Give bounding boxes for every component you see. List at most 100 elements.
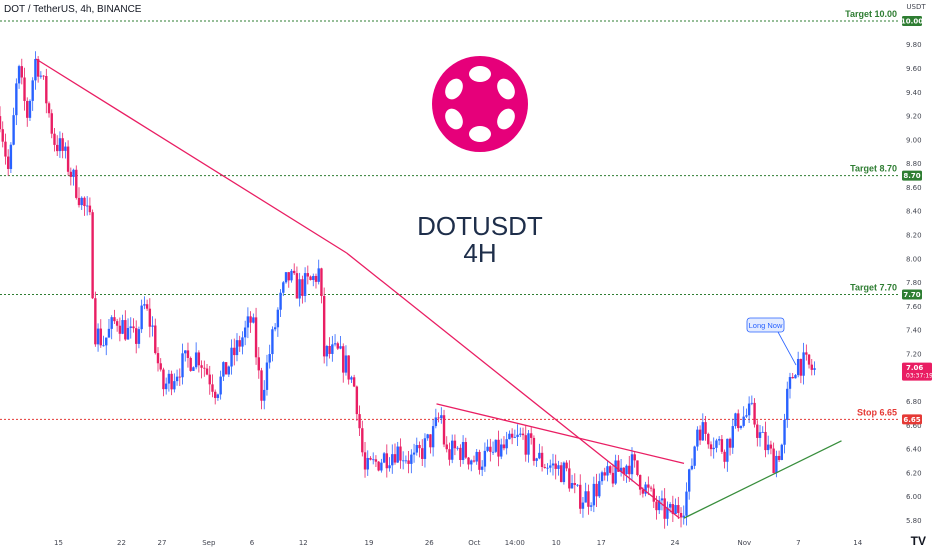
candle-body (6, 156, 10, 169)
level-label: Target 8.70 (850, 164, 897, 174)
level-badge-text: 7.70 (903, 291, 920, 299)
candle-body (543, 467, 547, 468)
candle-body (121, 320, 124, 334)
candle-body (415, 445, 418, 453)
candle-body (761, 431, 764, 433)
candle-body (178, 376, 181, 378)
candle-body (45, 75, 48, 104)
candle-body (72, 169, 75, 177)
candle-body (807, 354, 811, 365)
level-badge-text: 8.70 (903, 172, 920, 180)
time-tick-label: 17 (597, 539, 606, 547)
candle-body (445, 444, 448, 450)
candle-body (374, 459, 378, 462)
candle-body (780, 444, 784, 460)
candle-body (456, 447, 459, 449)
candle-body (352, 377, 356, 387)
candle-body (162, 369, 165, 390)
candle-body (252, 317, 255, 323)
candle-body (159, 363, 162, 370)
candle-body (80, 197, 83, 206)
candle-body (513, 436, 517, 438)
candle-body (290, 270, 293, 281)
candle-body (115, 321, 119, 326)
price-tick-label: 6.40 (906, 446, 922, 454)
candle-body (192, 367, 195, 371)
candle-body (573, 483, 576, 485)
candle-body (4, 141, 7, 157)
candle-body (9, 144, 13, 169)
candle-body (58, 138, 62, 152)
time-tick-label: 24 (671, 539, 680, 547)
candle-body (679, 512, 683, 518)
candle-body (156, 353, 160, 364)
candle-body (546, 467, 549, 469)
candle-body (382, 453, 386, 463)
candle-body (61, 138, 64, 151)
candle-body (459, 447, 462, 461)
candle-body (203, 367, 206, 369)
candle-body (407, 460, 410, 464)
level-badge-text: 6.65 (903, 416, 920, 424)
candle-body (284, 272, 288, 283)
candle-body (592, 483, 596, 506)
candle-body (208, 374, 211, 385)
candle-body (361, 428, 364, 453)
time-tick-label: 10 (552, 539, 561, 547)
candle-body (69, 171, 73, 177)
price-tick-label: 9.60 (906, 65, 922, 73)
candle-body (222, 362, 225, 377)
time-tick-label: 14 (853, 539, 862, 547)
candle-body (652, 488, 655, 502)
candle-body (677, 505, 680, 513)
candle-body (148, 308, 152, 327)
candle-body (393, 454, 397, 463)
candle-body (720, 439, 724, 452)
level-badge (902, 15, 922, 26)
candle-body (271, 329, 274, 355)
candle-body (747, 403, 751, 416)
candle-body (224, 362, 228, 375)
candle-body (135, 328, 138, 344)
axis-unit: USDT (906, 3, 926, 11)
candle-body (66, 146, 70, 172)
candle-body (734, 413, 737, 427)
candle-body (380, 462, 383, 471)
candle-body (12, 115, 15, 145)
candle-body (709, 444, 713, 450)
candle-body (143, 304, 146, 306)
candle-body (181, 353, 184, 378)
candle-body (26, 100, 29, 118)
candle-body (532, 437, 536, 461)
candle-body (75, 169, 78, 198)
candle-body (619, 467, 623, 472)
candle-body (480, 466, 484, 470)
candle-body (527, 433, 530, 455)
time-tick-label: 27 (158, 539, 167, 547)
candle-body (505, 439, 508, 449)
candle-body (690, 465, 694, 470)
candle-body (175, 376, 179, 382)
candle-body (666, 507, 669, 519)
candle-body (301, 279, 304, 296)
candle-body (745, 415, 748, 417)
candle-body (671, 504, 675, 514)
annotation-text: Long Now (749, 321, 783, 330)
candle-body (23, 77, 26, 101)
candle-body (502, 444, 506, 449)
candle-body (611, 472, 615, 484)
candle-body (211, 384, 214, 392)
candle-body (312, 275, 315, 280)
candle-body (282, 282, 285, 293)
current-price-text: 7.06 (906, 364, 923, 372)
candle-body (717, 439, 721, 441)
candle-body (170, 373, 173, 390)
candle-body (799, 358, 803, 376)
candle-body (399, 446, 402, 461)
candle-body (470, 460, 473, 465)
candle-body (401, 460, 405, 462)
candle-body (339, 346, 342, 349)
candle-body (617, 460, 620, 472)
candle-body (633, 454, 636, 461)
candle-body (314, 275, 318, 282)
